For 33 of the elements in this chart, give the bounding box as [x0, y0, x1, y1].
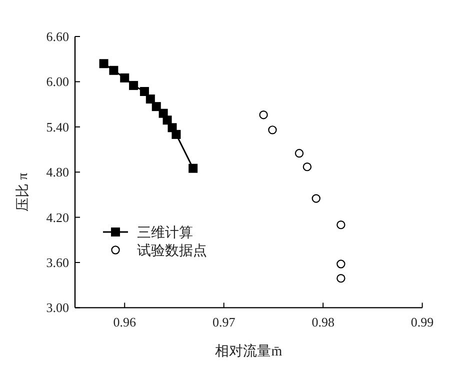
- point: [312, 194, 320, 203]
- point: [140, 86, 149, 96]
- x-axis-title: 相对流量m̄: [215, 344, 282, 360]
- y-tick-label: 3.00: [46, 300, 69, 316]
- point: [120, 73, 130, 82]
- y-tick-label: 6.60: [46, 29, 69, 44]
- point: [99, 59, 108, 68]
- y-tick-label: 3.60: [46, 255, 69, 270]
- point: [162, 116, 172, 125]
- legend-label: 试验数据点: [137, 243, 207, 259]
- point: [302, 162, 312, 172]
- point: [268, 126, 277, 134]
- x-tick-label: 0.99: [410, 314, 434, 330]
- point: [259, 110, 268, 120]
- point: [109, 66, 118, 75]
- point: [336, 274, 346, 283]
- point: [336, 260, 346, 268]
- y-tick-label: 4.80: [46, 164, 69, 180]
- x-tick-label: 0.98: [312, 314, 334, 330]
- x-tick-label: 0.97: [212, 314, 236, 330]
- point: [294, 148, 304, 158]
- y-tick-label: 6.00: [46, 74, 69, 90]
- point: [129, 80, 138, 90]
- y-tick-label: 5.40: [46, 119, 69, 134]
- point: [146, 94, 155, 104]
- y-tick-label: 4.20: [46, 210, 69, 225]
- point: [172, 130, 181, 139]
- point: [336, 220, 346, 230]
- point: [188, 164, 198, 173]
- legend-label: 三维计算: [137, 225, 193, 241]
- point: [152, 102, 161, 112]
- x-tick-label: 0.96: [113, 314, 136, 330]
- y-axis-title: 压比 π: [15, 172, 31, 212]
